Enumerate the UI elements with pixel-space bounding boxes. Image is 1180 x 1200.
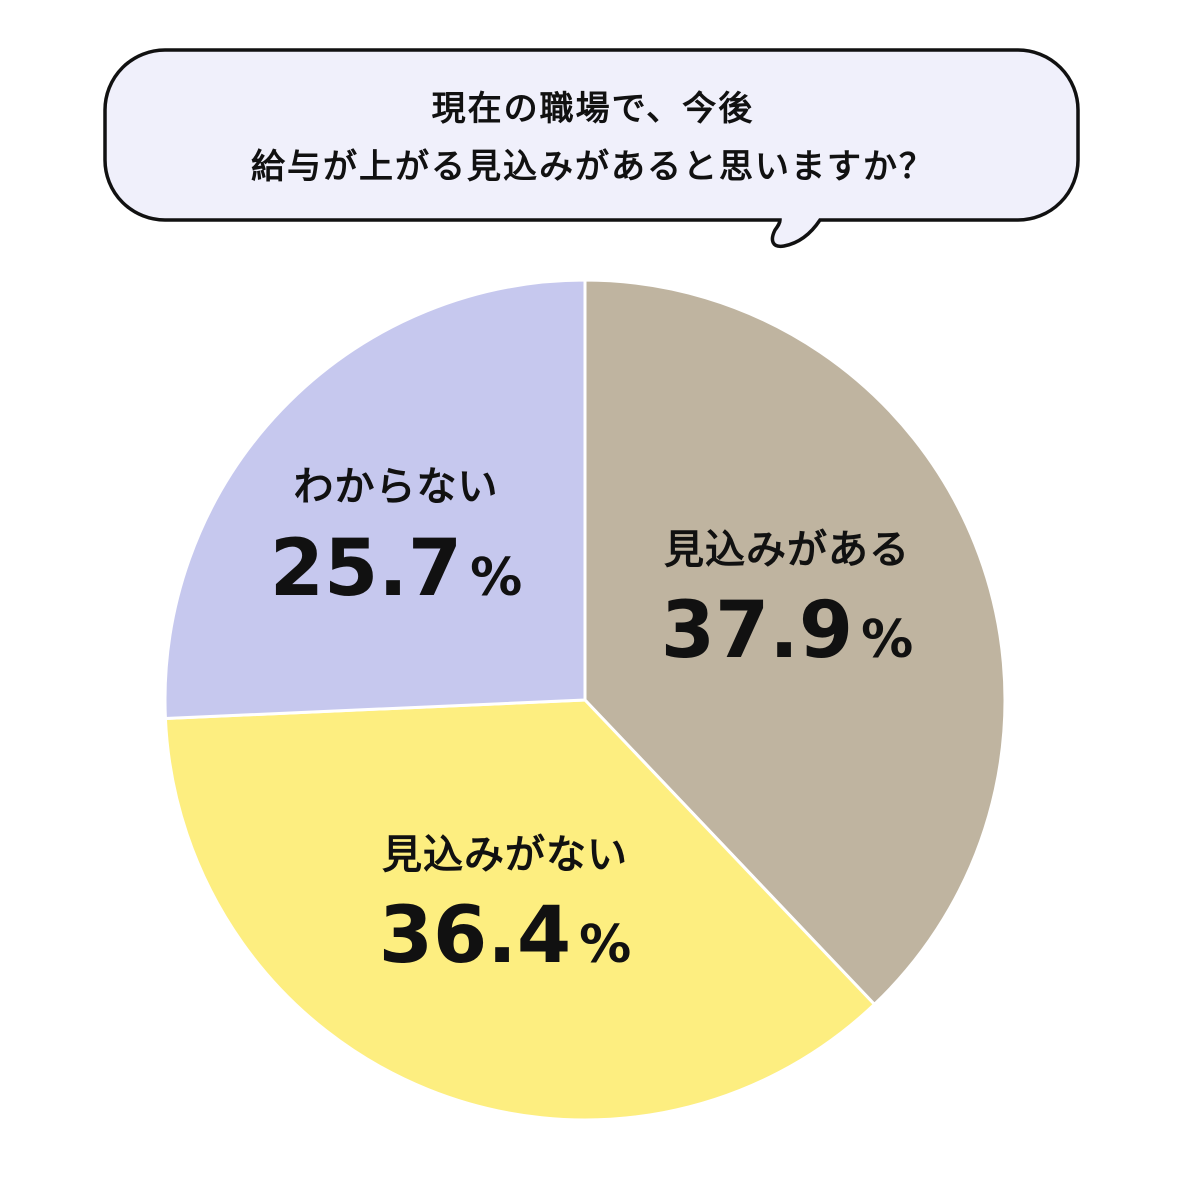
slice-label-unknown: わからない (294, 464, 499, 510)
slice-value-yes-unit: % (861, 610, 913, 670)
slice-label-yes: 見込みがある (664, 527, 910, 573)
chart-title-line-2: 給与が上がる見込みがあると思いますか？ (251, 147, 935, 187)
slice-labels: 見込みがある 37.9% 見込みがない 36.4% わからない 25.7% (270, 464, 914, 981)
title-bubble: 現在の職場で、今後 給与が上がる見込みがあると思いますか？ (103, 48, 1080, 249)
slice-yes (583, 278, 1007, 1006)
slice-value-no-unit: % (579, 915, 631, 975)
slice-value-unknown: 25.7% (270, 524, 523, 614)
slice-value-no-number: 36.4 (379, 891, 571, 981)
slice-no (163, 698, 876, 1122)
slice-value-no: 36.4% (379, 891, 632, 981)
slice-label-no: 見込みがない (382, 832, 628, 878)
slice-value-unknown-number: 25.7 (270, 524, 462, 614)
chart-title-line-1: 現在の職場で、今後 (432, 89, 755, 129)
slice-unknown (163, 278, 587, 720)
pie (163, 278, 1007, 1122)
slice-value-yes: 37.9% (661, 586, 914, 676)
slice-value-yes-number: 37.9 (661, 586, 853, 676)
bubble-shape (103, 48, 1080, 249)
slice-value-unknown-unit: % (470, 548, 522, 608)
